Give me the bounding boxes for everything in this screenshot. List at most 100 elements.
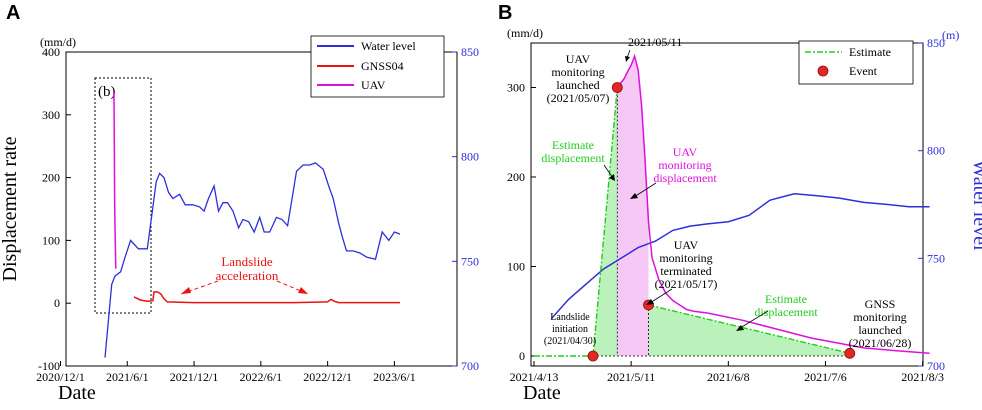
gnss-launched-label: monitoring bbox=[853, 310, 906, 324]
panel-b-events bbox=[587, 82, 856, 362]
x-tick-label: 2021/8/3 bbox=[901, 370, 944, 384]
gnss-launched-label: launched bbox=[858, 323, 901, 337]
uav-text-arrowhead bbox=[630, 193, 638, 199]
x-tick-label: 2021/4/13 bbox=[510, 370, 559, 384]
panel-a-annotation-arrows bbox=[180, 280, 309, 295]
gnss-launched-label: GNSS bbox=[865, 297, 896, 311]
x-tick-label: 2021/6/8 bbox=[707, 370, 750, 384]
uav-terminated-label: monitoring bbox=[659, 251, 712, 265]
panel-a-zoom-box bbox=[94, 77, 152, 314]
gnss04-line bbox=[133, 291, 400, 304]
uav-terminated-label: (2021/05/17) bbox=[655, 277, 718, 291]
y2-tick-label: 850 bbox=[461, 45, 479, 59]
legend-estimate: Estimate bbox=[849, 45, 891, 59]
panel-b-left-axis: 0 100 200 300 bbox=[507, 81, 536, 363]
panel-a-label: A bbox=[6, 2, 20, 24]
panel-a-y-label: Displacement rate bbox=[0, 136, 21, 281]
panel-b-y2-label: Water level bbox=[969, 159, 982, 251]
y2-tick-label: 700 bbox=[461, 359, 479, 373]
panel-a-series bbox=[104, 92, 401, 358]
y-tick-label: 100 bbox=[507, 260, 525, 274]
estimate-right-arrow bbox=[739, 310, 769, 329]
y2-tick-label: 800 bbox=[927, 144, 945, 158]
panel-b-series bbox=[534, 53, 930, 357]
estimate-label-right: displacement bbox=[754, 305, 818, 319]
uav-launched-label: launched bbox=[556, 78, 599, 92]
uav-displacement-label: monitoring bbox=[658, 158, 711, 172]
y-tick-label: 400 bbox=[42, 45, 60, 59]
y-tick-label: 300 bbox=[42, 108, 60, 122]
uav-launched-label: monitoring bbox=[551, 65, 604, 79]
panel-a-box-label: (b) bbox=[98, 84, 116, 100]
landslide-annotation-line2: acceleration bbox=[216, 268, 279, 283]
uav-displacement-label: displacement bbox=[653, 171, 717, 185]
uav-displacement-line bbox=[616, 53, 930, 355]
legend-event-swatch bbox=[817, 65, 829, 77]
panel-b-x-axis: 2021/4/13 2021/5/11 2021/6/8 2021/7/6 2021/8… bbox=[510, 361, 944, 384]
uav-line bbox=[112, 92, 117, 269]
y-tick-label: -100 bbox=[38, 359, 60, 373]
uav-displacement-label: UAV bbox=[673, 145, 698, 159]
peak-date-arrowhead bbox=[625, 56, 630, 62]
y-tick-label: 200 bbox=[507, 170, 525, 184]
y-tick-label: 0 bbox=[54, 296, 60, 310]
panel-b-x-label: Date bbox=[523, 382, 561, 404]
panel-a-plot-frame bbox=[65, 51, 458, 367]
x-tick-label: 2021/6/1 bbox=[106, 370, 149, 384]
legend-event: Event bbox=[849, 64, 878, 78]
uav-terminated-label: terminated bbox=[660, 264, 711, 278]
legend-water-level: Water level bbox=[361, 39, 416, 53]
estimate-label-left: displacement bbox=[541, 151, 605, 165]
peak-date-label: 2021/05/11 bbox=[628, 35, 682, 49]
x-tick-label: 2022/12/1 bbox=[303, 370, 352, 384]
estimate-left-arrow bbox=[603, 164, 614, 179]
water-level-line bbox=[550, 193, 930, 320]
uav-text-arrow bbox=[633, 182, 657, 198]
panel-a-left-axis: -100 0 100 200 300 400 bbox=[38, 45, 71, 373]
uav-launched-label: UAV bbox=[566, 52, 591, 66]
x-tick-label: 2022/6/1 bbox=[240, 370, 283, 384]
uav-terminated-label: UAV bbox=[674, 238, 699, 252]
y2-tick-label: 850 bbox=[927, 36, 945, 50]
panel-a-right-axis: 700 750 800 850 bbox=[452, 45, 479, 373]
y-tick-label: 0 bbox=[519, 349, 525, 363]
x-tick-label: 2021/7/6 bbox=[804, 370, 847, 384]
y2-tick-label: 750 bbox=[927, 251, 945, 265]
panel-b: B (mm/d) (m) 0 100 200 300 700 750 800 850 202… bbox=[498, 2, 982, 404]
panel-a-y-unit: (mm/d) bbox=[40, 35, 76, 49]
y2-tick-label: 800 bbox=[461, 150, 479, 164]
estimate-right-arrowhead bbox=[736, 325, 744, 331]
y-tick-label: 200 bbox=[42, 171, 60, 185]
gnss-launched-label: (2021/06/28) bbox=[849, 336, 912, 350]
annotation-arrowhead-right bbox=[298, 287, 308, 294]
event-marker bbox=[611, 82, 623, 93]
estimate-line-right bbox=[648, 304, 850, 354]
event-marker bbox=[587, 350, 599, 362]
x-tick-label: 2021/12/1 bbox=[170, 370, 219, 384]
panel-a-legend: Water level GNSS04 UAV bbox=[310, 35, 445, 98]
panel-b-legend-box bbox=[798, 40, 914, 85]
estimate-label-left: Estimate bbox=[552, 138, 594, 152]
estimate-fill-right bbox=[648, 304, 850, 356]
uav-launched-label: (2021/05/07) bbox=[547, 91, 610, 105]
water-level-line bbox=[104, 162, 401, 358]
x-tick-label: 2020/12/1 bbox=[36, 370, 85, 384]
panel-b-y-unit-left: (mm/d) bbox=[507, 26, 543, 40]
legend-uav: UAV bbox=[361, 78, 386, 92]
panel-a-x-axis: 2020/12/1 2021/6/1 2021/12/1 2022/6/1 2022/1… bbox=[36, 361, 416, 384]
estimate-label-right: Estimate bbox=[765, 292, 807, 306]
panel-b-annotations: Landslideinitiation(2021/04/30)UAVmonito… bbox=[541, 35, 911, 350]
panel-b-label: B bbox=[498, 2, 512, 24]
landslide-initiation-label: initiation bbox=[552, 324, 588, 335]
landslide-initiation-label: (2021/04/30) bbox=[544, 336, 596, 347]
uav-terminated-arrowhead bbox=[646, 299, 654, 305]
uav-terminated-arrow bbox=[649, 288, 673, 304]
panel-a-x-label: Date bbox=[58, 382, 96, 404]
landslide-annotation-line1: Landslide bbox=[221, 254, 272, 269]
uav-fill bbox=[617, 56, 649, 357]
y-tick-label: 100 bbox=[42, 233, 60, 247]
panel-b-legend: Estimate Event bbox=[798, 40, 914, 85]
event-marker bbox=[844, 347, 856, 359]
